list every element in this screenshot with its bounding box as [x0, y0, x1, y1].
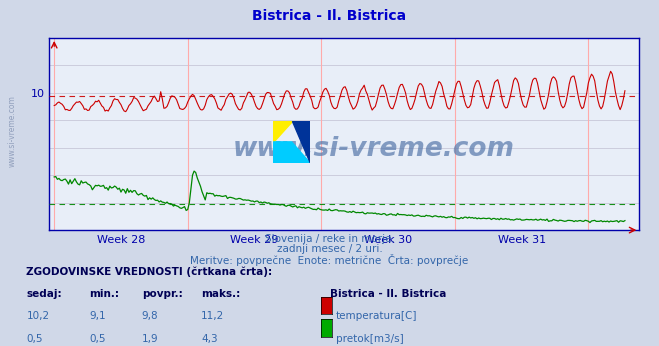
- Polygon shape: [273, 142, 310, 163]
- Text: www.si-vreme.com: www.si-vreme.com: [8, 95, 17, 167]
- Text: zadnji mesec / 2 uri.: zadnji mesec / 2 uri.: [277, 244, 382, 254]
- Text: www.si-vreme.com: www.si-vreme.com: [233, 136, 515, 162]
- Text: 1,9: 1,9: [142, 334, 158, 344]
- Text: Bistrica - Il. Bistrica: Bistrica - Il. Bistrica: [252, 9, 407, 22]
- Text: 11,2: 11,2: [201, 311, 224, 321]
- Text: 0,5: 0,5: [26, 334, 43, 344]
- Text: Meritve: povprečne  Enote: metrične  Črta: povprečje: Meritve: povprečne Enote: metrične Črta:…: [190, 254, 469, 266]
- Polygon shape: [291, 121, 310, 163]
- Text: 0,5: 0,5: [89, 334, 105, 344]
- Text: 4,3: 4,3: [201, 334, 217, 344]
- Text: ZGODOVINSKE VREDNOSTI (črtkana črta):: ZGODOVINSKE VREDNOSTI (črtkana črta):: [26, 266, 272, 277]
- Text: povpr.:: povpr.:: [142, 289, 183, 299]
- Text: 10,2: 10,2: [26, 311, 49, 321]
- Text: temperatura[C]: temperatura[C]: [336, 311, 418, 321]
- Text: min.:: min.:: [89, 289, 119, 299]
- Text: 9,8: 9,8: [142, 311, 158, 321]
- Polygon shape: [273, 121, 291, 142]
- Text: 9,1: 9,1: [89, 311, 105, 321]
- Text: sedaj:: sedaj:: [26, 289, 62, 299]
- Text: Bistrica - Il. Bistrica: Bistrica - Il. Bistrica: [330, 289, 446, 299]
- Text: pretok[m3/s]: pretok[m3/s]: [336, 334, 404, 344]
- Text: maks.:: maks.:: [201, 289, 241, 299]
- Text: Slovenija / reke in morje.: Slovenija / reke in morje.: [264, 234, 395, 244]
